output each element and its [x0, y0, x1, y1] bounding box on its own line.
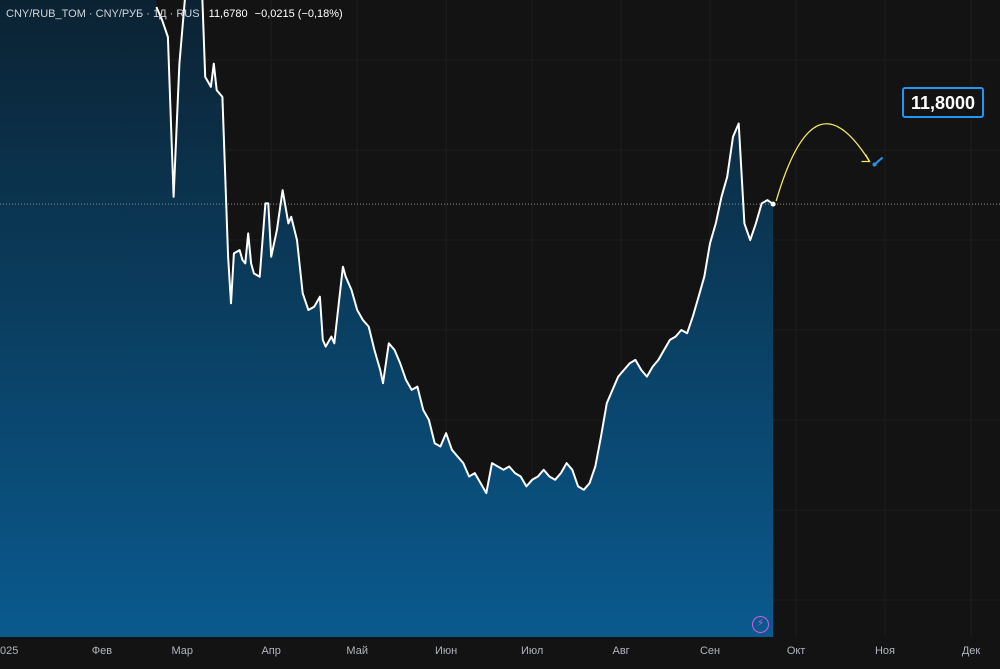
price-area-fill [0, 0, 774, 637]
x-tick-label: Мар [171, 645, 193, 657]
forecast-arrowhead-icon [861, 154, 871, 163]
price-line [155, 0, 774, 495]
x-tick-label: Ноя [875, 645, 895, 657]
x-axis: 025 Фев Мар Апр Май Июн Июл Авг Сен Окт Ноя Дек [0, 637, 1000, 664]
x-tick-label: 025 [0, 645, 18, 657]
legend-price: 11,6780 [208, 8, 248, 20]
x-tick-label: Дек [962, 645, 981, 657]
lightning-icon[interactable]: ⚡ [752, 616, 769, 633]
legend-change: −0,0215 (−0,18%) [254, 8, 343, 20]
forecast-target-point[interactable] [872, 162, 877, 167]
x-tick-label: Июл [521, 645, 543, 657]
x-tick-label: Окт [787, 645, 806, 657]
x-tick-label: Авг [613, 645, 630, 657]
x-tick-label: Фев [92, 645, 112, 657]
forecast-arrow[interactable] [775, 123, 871, 202]
x-tick-label: Сен [700, 645, 720, 657]
x-tick-label: Май [346, 645, 368, 657]
x-axis-band [0, 637, 1000, 664]
x-tick-label: Апр [261, 645, 280, 657]
legend-symbol[interactable]: CNY/RUB_TOM · CNY/РУБ · 1Д · RUS [6, 8, 200, 20]
last-price-point[interactable] [770, 201, 776, 207]
forecast-price-label[interactable]: 11,8000 [902, 87, 985, 118]
symbol-legend: CNY/RUB_TOM · CNY/РУБ · 1Д · RUS 11,6780… [6, 8, 343, 20]
x-tick-label: Июн [435, 645, 457, 657]
